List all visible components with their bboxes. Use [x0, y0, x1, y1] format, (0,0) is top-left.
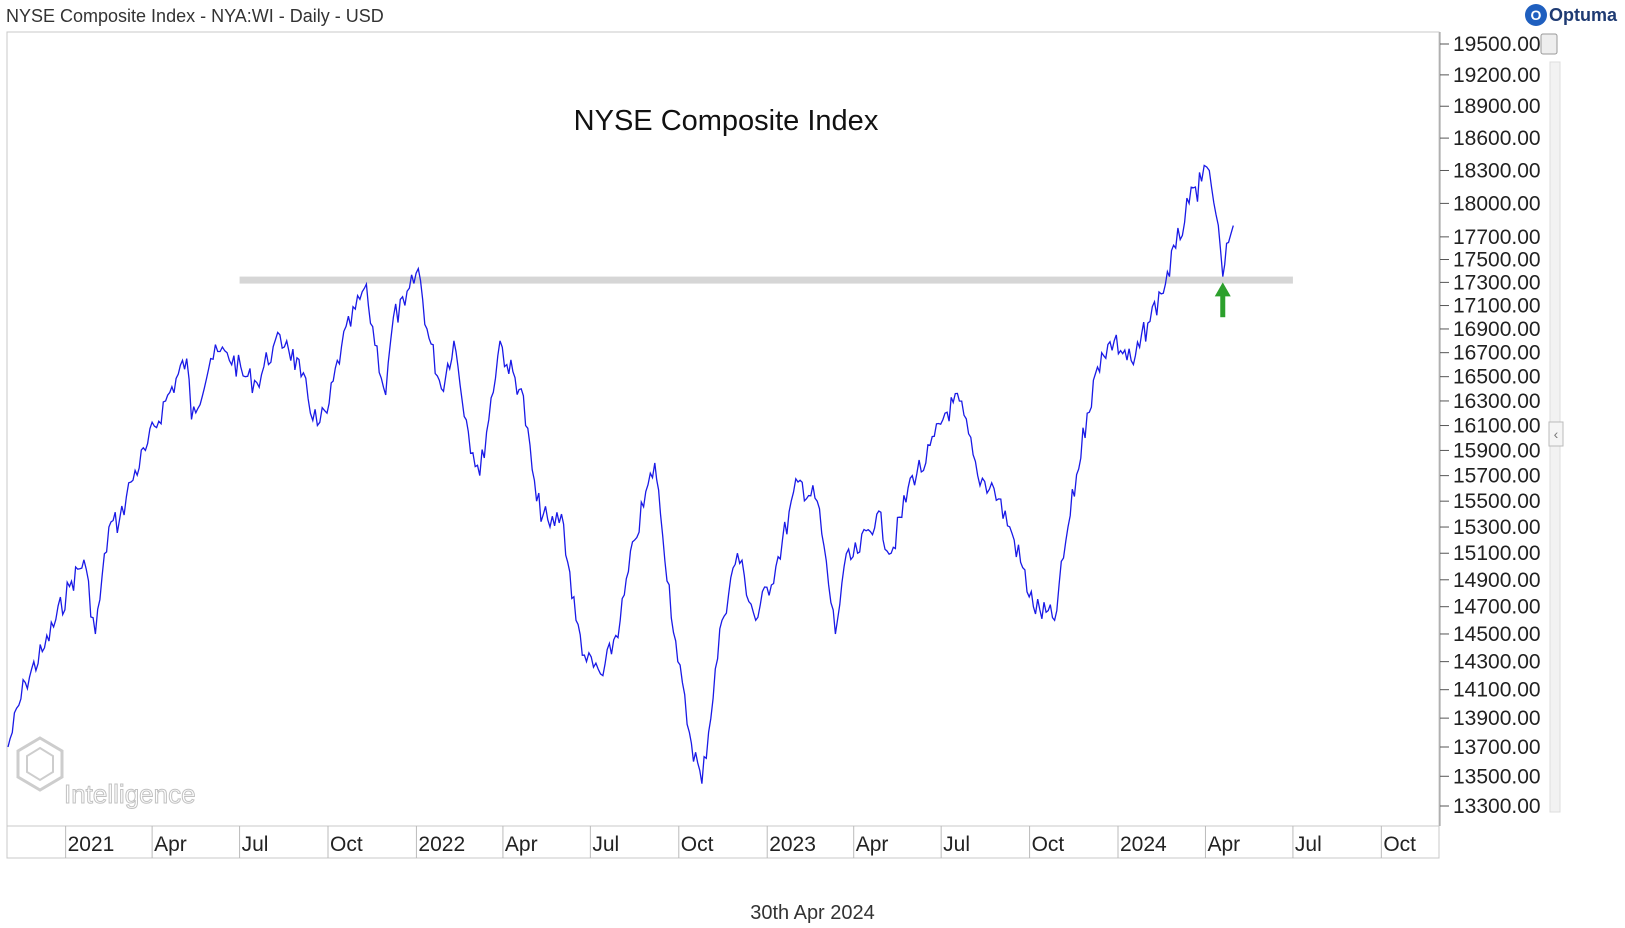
- x-tick-label: Oct: [1383, 833, 1416, 856]
- y-tick-label: 16100.00: [1453, 415, 1541, 438]
- y-tick-label: 18600.00: [1453, 127, 1541, 150]
- optuma-logo-icon: O: [1524, 4, 1547, 26]
- support-arrow: [1214, 282, 1231, 318]
- watermark: Intelligence: [16, 736, 196, 810]
- y-tick-label: 14900.00: [1453, 569, 1541, 592]
- footer-date: 30th Apr 2024: [750, 902, 875, 924]
- y-tick-label: 18300.00: [1453, 159, 1541, 182]
- x-tick-label: Oct: [1032, 833, 1065, 856]
- chevron-left-icon: ‹: [1554, 426, 1559, 442]
- y-tick-label: 17300.00: [1453, 271, 1541, 294]
- y-tick-label: 15100.00: [1453, 542, 1541, 565]
- y-tick-label: 15900.00: [1453, 439, 1541, 462]
- x-tick-label: Apr: [856, 833, 889, 856]
- optuma-logo-text: Optuma: [1548, 4, 1617, 25]
- x-tick-label: Apr: [1207, 833, 1240, 856]
- y-tick-label: 16700.00: [1453, 342, 1541, 365]
- y-tick-label: 15300.00: [1453, 516, 1541, 539]
- y-tick-label: 16500.00: [1453, 366, 1541, 389]
- price-line: [7, 164, 1234, 784]
- y-tick-label: 13500.00: [1453, 765, 1541, 788]
- y-tick-label: 14500.00: [1453, 623, 1541, 646]
- arrow-up-icon: [1214, 282, 1231, 297]
- y-tick-label: 13300.00: [1453, 795, 1541, 818]
- y-tick-label: 15500.00: [1453, 490, 1541, 513]
- y-tick-label: 17500.00: [1453, 248, 1541, 271]
- y-tick-label: 16300.00: [1453, 390, 1541, 413]
- plot-frame: [6, 31, 1440, 859]
- watermark-hex-inner-icon: [26, 746, 54, 782]
- y-tick-label: 17100.00: [1453, 295, 1541, 318]
- chart-title: NYSE Composite Index: [574, 105, 879, 137]
- x-tick-label: Jul: [592, 833, 619, 856]
- y-tick-label: 13900.00: [1453, 707, 1541, 730]
- y-tick-label: 19200.00: [1453, 64, 1541, 87]
- y-axis: 19500.00 19200.00 18900.00 18600.00 18300.00…: [1439, 32, 1541, 826]
- lock-icon[interactable]: [1540, 33, 1558, 55]
- watermark-hex-icon: [16, 736, 64, 792]
- y-tick-label: 14700.00: [1453, 596, 1541, 619]
- y-tick-label: 16900.00: [1453, 318, 1541, 341]
- x-tick-label: Jul: [1295, 833, 1322, 856]
- y-tick-label: 13700.00: [1453, 736, 1541, 759]
- collapse-panel-button[interactable]: [1548, 421, 1564, 447]
- price-series: [7, 164, 1234, 784]
- y-tick-label: 19500.00: [1453, 33, 1541, 56]
- x-axis: 2021 Apr Jul Oct 2022 Apr Jul Oct 2023 Apr Jul Oct 2…: [65, 826, 1416, 858]
- chart-header-title: NYSE Composite Index - NYA:WI - Daily - …: [6, 6, 384, 26]
- y-tick-label: 18900.00: [1453, 95, 1541, 118]
- support-band: [239, 276, 1293, 284]
- x-tick-label: Apr: [505, 833, 538, 856]
- x-tick-label: Oct: [681, 833, 714, 856]
- optuma-logo: O Optuma: [1524, 4, 1617, 26]
- x-tick-label: 2021: [68, 833, 115, 856]
- x-tick-label: 2022: [418, 833, 465, 856]
- y-tick-label: 18000.00: [1453, 192, 1541, 215]
- x-tick-label: 2023: [769, 833, 816, 856]
- x-tick-label: 2024: [1120, 833, 1167, 856]
- y-tick-label: 14100.00: [1453, 679, 1541, 702]
- watermark-line-2: Intelligence: [64, 779, 196, 809]
- axis-scroll-controls: ‹: [1540, 33, 1564, 813]
- x-tick-label: Apr: [154, 833, 187, 856]
- y-tick-label: 17700.00: [1453, 226, 1541, 249]
- x-tick-label: Jul: [943, 833, 970, 856]
- y-tick-label: 15700.00: [1453, 465, 1541, 488]
- x-tick-label: Oct: [330, 833, 363, 856]
- x-tick-label: Jul: [242, 833, 269, 856]
- y-tick-label: 14300.00: [1453, 651, 1541, 674]
